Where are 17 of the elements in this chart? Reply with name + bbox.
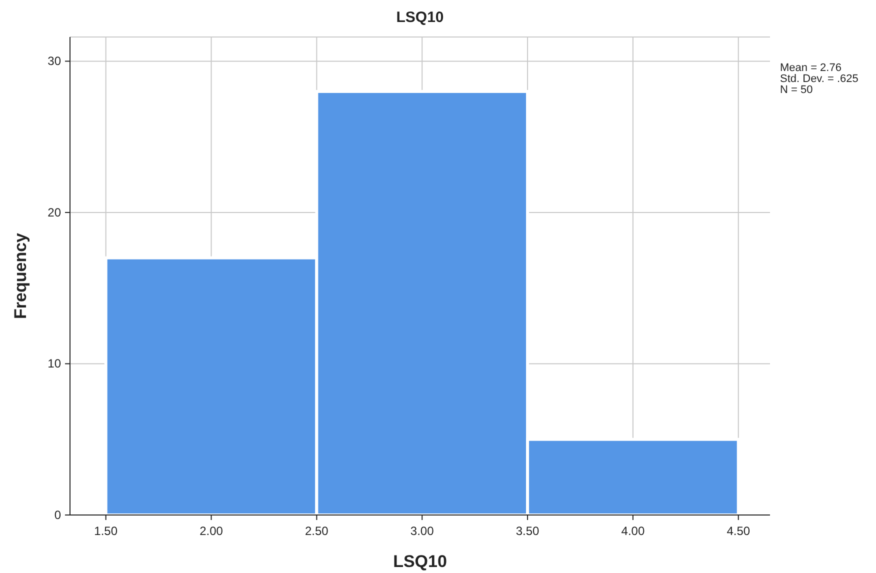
x-tick-label: 3.50: [516, 524, 540, 538]
text: N = 50: [780, 84, 813, 96]
x-tick-label: 1.50: [94, 524, 118, 538]
y-tick-label: 0: [54, 508, 62, 522]
y-tick-label: 10: [48, 356, 62, 371]
x-axis-title: LSQ10: [393, 552, 447, 571]
text: Std. Dev. = .625: [780, 73, 858, 85]
x-tick-label: 4.50: [726, 524, 750, 538]
x-tick-label: 2.50: [305, 524, 329, 538]
x-tick-label: 2.00: [200, 524, 224, 538]
text: Mean = 2.76: [780, 62, 842, 74]
chart-title: LSQ10: [396, 9, 444, 26]
y-axis-title: Frequency: [11, 232, 30, 319]
y-tick-label: 20: [48, 205, 62, 220]
y-tick-label: 30: [48, 54, 62, 68]
x-tick-label: 3.00: [410, 524, 434, 538]
x-tick-label: 4.00: [621, 524, 645, 538]
